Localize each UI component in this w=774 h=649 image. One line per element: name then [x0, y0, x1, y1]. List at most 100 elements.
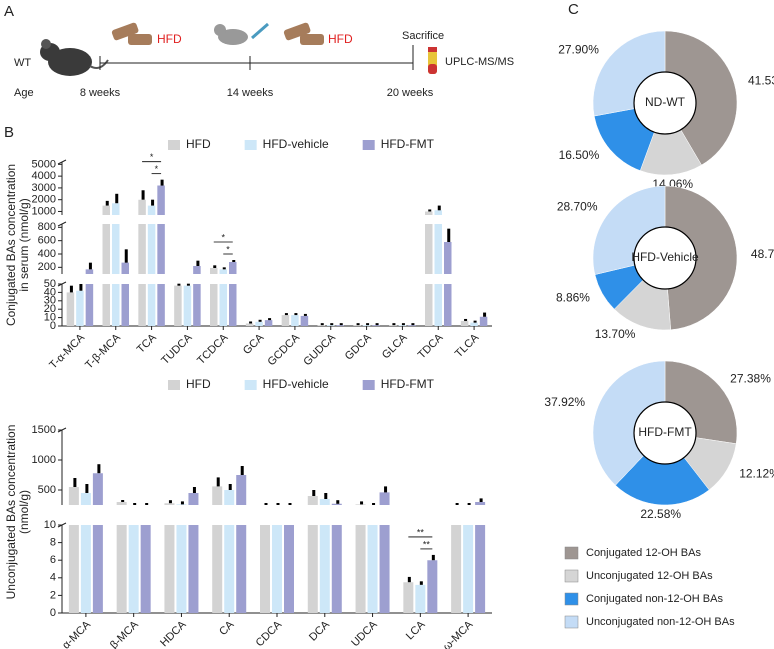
y-tick-label: 4000 [32, 170, 56, 182]
x-tick-label: CDCA [254, 618, 285, 649]
y-tick-label: 0 [50, 607, 56, 619]
bar [317, 325, 325, 326]
x-tick-label: GDCA [343, 331, 374, 362]
donut-center-label: HFD-FMT [638, 425, 692, 439]
bar [367, 525, 378, 613]
x-tick-label: HDCA [158, 618, 189, 649]
bar [264, 320, 273, 326]
x-tick-label: TCDCA [195, 331, 231, 367]
bar [319, 499, 330, 613]
legend-label: HFD-vehicle [263, 377, 329, 391]
bar [164, 503, 175, 613]
bar [188, 493, 199, 613]
bar [76, 290, 84, 326]
bar [138, 199, 146, 326]
bar [451, 525, 462, 613]
x-tick-label: β-MCA [108, 618, 141, 649]
y-tick-label: 50 [44, 278, 56, 290]
legend-swatch [168, 380, 180, 390]
bar [174, 285, 182, 326]
x-tick-label: GCDCA [266, 331, 303, 368]
donut-value-label: 27.38% [730, 372, 771, 386]
axis-break [57, 221, 67, 227]
bar [80, 493, 91, 613]
y-tick-label: 30 [44, 295, 56, 307]
mouse-icon [40, 39, 109, 76]
fmt-icon [214, 22, 269, 45]
bar [475, 502, 486, 613]
endpoint: Sacrifice [402, 30, 444, 42]
y-tick-label: 600 [38, 235, 56, 247]
x-tick-label: T-β-MCA [83, 331, 123, 371]
bar [398, 325, 407, 326]
donut-value-label: 27.90% [558, 43, 599, 57]
diet-label: HFD [328, 32, 353, 46]
y-tick-label: 10 [44, 312, 56, 324]
legend-swatch [168, 140, 180, 150]
bar [147, 205, 156, 326]
x-tick-label: TCA [135, 331, 160, 356]
bar [128, 525, 139, 613]
legend-label: HFD [186, 377, 211, 391]
bar [260, 525, 270, 613]
legend-swatch [244, 380, 257, 390]
age-label: Age [14, 87, 34, 99]
bar [362, 325, 371, 326]
legend-swatch [362, 140, 375, 150]
donut-value-label: 12.12% [739, 467, 774, 481]
significance-label: ** [417, 527, 425, 537]
y-axis-title: (nmol/g) [17, 490, 31, 534]
x-tick-label: ω-MCA [441, 618, 476, 649]
bar [140, 525, 151, 613]
legend-label: HFD-FMT [381, 137, 435, 151]
x-tick-label: CA [217, 618, 237, 638]
legend-swatch [564, 569, 579, 583]
y-tick-label: 20 [44, 303, 56, 315]
bar [219, 269, 227, 326]
y-axis-title: Conjugated BAs concentration [4, 164, 18, 326]
bar [408, 325, 416, 326]
bar [434, 210, 442, 326]
legend-swatch [564, 546, 579, 560]
y-tick-label: 5000 [32, 158, 56, 170]
panel-label: B [4, 124, 14, 141]
donut-value-label: 28.70% [557, 199, 598, 213]
bar [444, 242, 452, 326]
bar [210, 268, 218, 326]
x-tick-label: GUDCA [301, 331, 338, 368]
donut-value-label: 41.53% [748, 74, 774, 88]
bar [92, 473, 103, 613]
legend-label: HFD [186, 137, 211, 151]
bar [236, 475, 247, 613]
y-tick-label: 200 [38, 261, 56, 273]
donut-value-label: 22.58% [640, 507, 681, 521]
significance-label: ** [423, 539, 431, 549]
bar [193, 266, 201, 326]
x-tick-label: α-MCA [60, 618, 93, 649]
legend-swatch [244, 140, 257, 150]
bar [470, 322, 478, 326]
y-tick-label: 40 [44, 286, 56, 298]
bar [255, 321, 263, 326]
donut-hole [633, 71, 697, 135]
x-tick-label: LCA [404, 618, 428, 642]
bar [336, 325, 344, 326]
y-tick-label: 500 [38, 484, 56, 496]
bar [157, 185, 165, 326]
legend-label: HFD-vehicle [263, 137, 329, 151]
x-tick-label: T-α-MCA [47, 331, 87, 371]
legend-label: HFD-FMT [381, 377, 435, 391]
y-tick-label: 400 [38, 248, 56, 260]
bar [102, 205, 110, 326]
bar [284, 525, 294, 613]
food-icon [111, 22, 324, 45]
bar [112, 203, 120, 326]
bar [224, 490, 235, 613]
x-tick-label: TLCA [453, 331, 482, 360]
donut-center-label: HFD-Vehicle [631, 250, 699, 264]
y-tick-label: 3000 [32, 182, 56, 194]
bar [116, 502, 127, 613]
bar [68, 487, 79, 613]
legend-label: Unconjugated 12-OH BAs [586, 570, 713, 582]
